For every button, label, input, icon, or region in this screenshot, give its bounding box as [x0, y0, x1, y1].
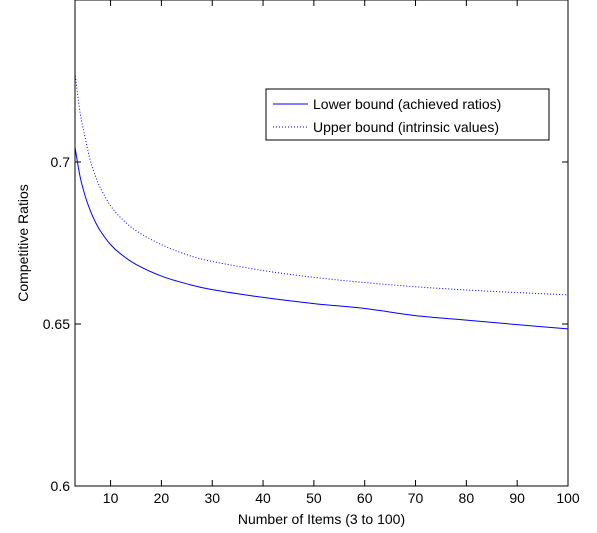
y-tick-label: 0.7 — [51, 154, 71, 170]
x-tick-label: 40 — [255, 490, 271, 506]
x-tick-label: 80 — [459, 490, 475, 506]
plot-frame — [74, 0, 569, 487]
series-lines — [74, 72, 569, 330]
x-tick-label: 50 — [306, 490, 322, 506]
plot-area — [75, 0, 568, 486]
x-tick-label: 20 — [154, 490, 170, 506]
series-line-lower-bound — [74, 147, 569, 330]
x-tick-label: 100 — [556, 490, 580, 506]
legend-label-upper-bound: Upper bound (intrinsic values) — [313, 119, 499, 135]
x-tick-label: 30 — [204, 490, 220, 506]
x-tick-label: 70 — [408, 490, 424, 506]
series-line-upper-bound — [74, 72, 569, 296]
x-tick-label: 60 — [357, 490, 373, 506]
legend-label-lower-bound: Lower bound (achieved ratios) — [313, 96, 501, 112]
x-tick-label: 90 — [509, 490, 525, 506]
legend-box — [265, 88, 550, 141]
x-tick-label: 10 — [103, 490, 119, 506]
legend: Lower bound (achieved ratios) Upper boun… — [265, 88, 550, 141]
y-axis-label: Competitive Ratios — [15, 184, 31, 302]
y-tick-label: 0.65 — [43, 316, 70, 332]
y-tick-label: 0.6 — [51, 478, 71, 494]
axis-tick-labels: 10 20 30 40 50 60 70 80 90 100 0.6 0.65 0.7 — [43, 154, 580, 506]
x-axis-label: Number of Items (3 to 100) — [238, 511, 405, 527]
